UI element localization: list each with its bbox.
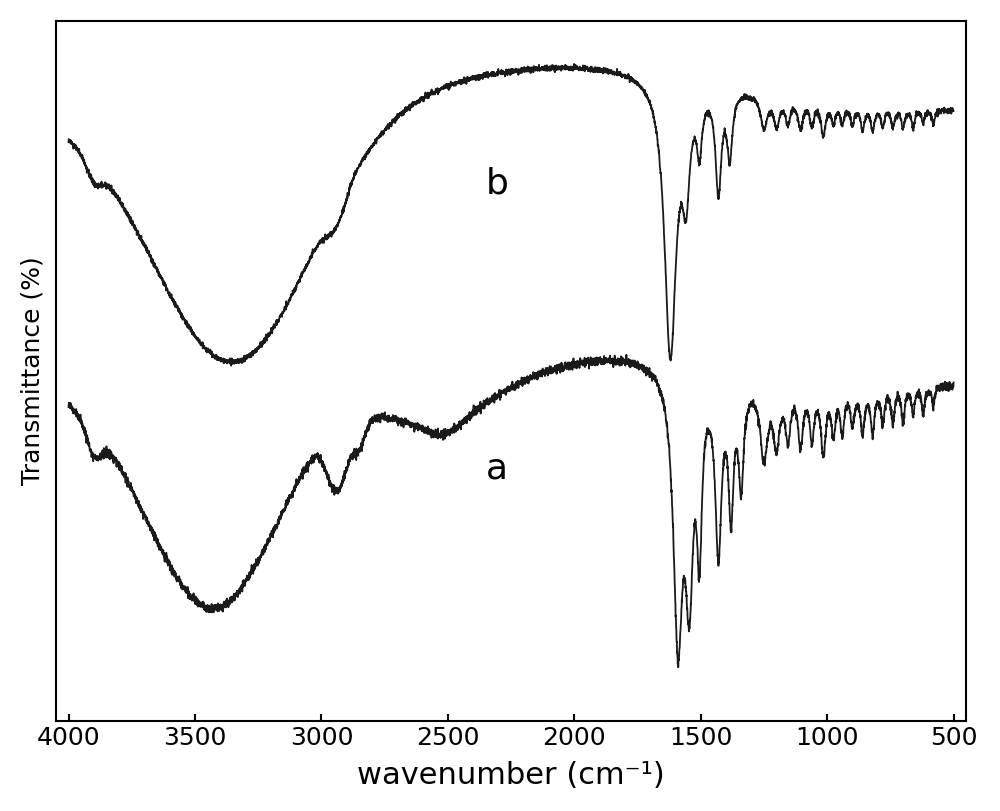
Text: a: a bbox=[486, 452, 508, 486]
Text: b: b bbox=[486, 166, 509, 200]
X-axis label: wavenumber (cm⁻¹): wavenumber (cm⁻¹) bbox=[357, 762, 665, 790]
Y-axis label: Transmittance (%): Transmittance (%) bbox=[21, 256, 45, 486]
